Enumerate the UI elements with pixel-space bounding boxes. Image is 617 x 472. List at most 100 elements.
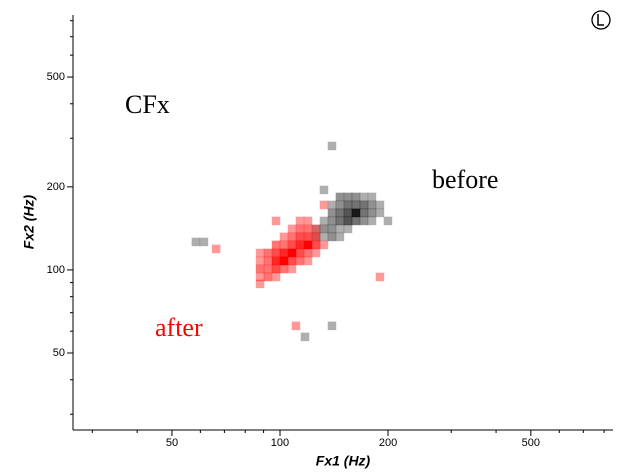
cell xyxy=(311,224,321,234)
cell xyxy=(319,224,329,234)
cell xyxy=(335,232,345,242)
cell xyxy=(287,240,297,250)
cell xyxy=(311,240,321,250)
cell xyxy=(295,256,305,266)
cell xyxy=(263,248,273,258)
cell xyxy=(319,232,329,242)
series-label: before xyxy=(432,165,498,194)
cell xyxy=(271,264,281,274)
cell xyxy=(291,321,301,331)
x-axis-label: Fx1 (Hz) xyxy=(316,453,371,469)
cell xyxy=(359,208,369,218)
cell xyxy=(263,272,273,282)
cell xyxy=(255,279,265,289)
x-tick-label: 500 xyxy=(522,437,540,449)
cell xyxy=(271,272,281,282)
cell xyxy=(383,216,393,226)
cell xyxy=(295,240,305,250)
y-axis-label: Fx2 (Hz) xyxy=(21,194,37,249)
cell xyxy=(287,232,297,242)
cell xyxy=(255,248,265,258)
y-tick-label: 200 xyxy=(47,181,65,193)
cell xyxy=(327,232,337,242)
cell xyxy=(327,200,337,210)
cell xyxy=(319,200,329,210)
x-tick-label: 200 xyxy=(379,437,397,449)
cell xyxy=(271,240,281,250)
cell xyxy=(351,216,361,226)
y-tick-label: 100 xyxy=(47,264,65,276)
cell xyxy=(295,224,305,234)
logo-icon xyxy=(591,10,611,30)
cell xyxy=(311,248,321,258)
cell xyxy=(255,256,265,266)
y-tick-label: 50 xyxy=(53,347,65,359)
cell xyxy=(199,237,209,247)
cell xyxy=(343,216,353,226)
cell xyxy=(319,240,329,250)
cell xyxy=(327,208,337,218)
cell xyxy=(351,200,361,210)
cell xyxy=(271,248,281,258)
cell xyxy=(343,200,353,210)
cell xyxy=(303,224,313,234)
y-tick-label: 500 xyxy=(47,71,65,83)
cell xyxy=(367,200,377,210)
x-tick-label: 50 xyxy=(166,437,178,449)
cell xyxy=(311,232,321,242)
cell xyxy=(303,248,313,258)
cell xyxy=(367,192,377,202)
cell xyxy=(375,208,385,218)
cell xyxy=(255,272,265,282)
cell xyxy=(303,256,313,266)
cell xyxy=(303,216,313,226)
cell xyxy=(335,208,345,218)
cell xyxy=(359,200,369,210)
cell xyxy=(263,264,273,274)
cell xyxy=(279,232,289,242)
cell xyxy=(295,248,305,258)
cell xyxy=(327,141,337,151)
cell xyxy=(287,224,297,234)
cell xyxy=(351,192,361,202)
cell xyxy=(351,208,361,218)
cell xyxy=(367,208,377,218)
cell xyxy=(287,256,297,266)
cell xyxy=(295,216,305,226)
cell xyxy=(303,232,313,242)
x-tick-label: 100 xyxy=(271,437,289,449)
cell xyxy=(343,208,353,218)
cell xyxy=(255,264,265,274)
series-label: after xyxy=(155,313,203,342)
cell xyxy=(319,185,329,195)
cell xyxy=(359,216,369,226)
cell xyxy=(300,332,310,342)
cell xyxy=(319,216,329,226)
cell xyxy=(327,321,337,331)
cell xyxy=(287,248,297,258)
cell xyxy=(263,256,273,266)
cell xyxy=(311,224,321,234)
cell xyxy=(279,248,289,258)
cell xyxy=(191,237,201,247)
cell xyxy=(271,216,281,226)
cell xyxy=(335,200,345,210)
cell xyxy=(359,192,369,202)
cell xyxy=(367,216,377,226)
cell xyxy=(295,232,305,242)
cell xyxy=(271,256,281,266)
annotation: CFx xyxy=(125,90,170,119)
cell xyxy=(335,216,345,226)
cell xyxy=(211,244,221,254)
cell xyxy=(279,240,289,250)
cell xyxy=(343,192,353,202)
cell xyxy=(375,272,385,282)
cell xyxy=(279,256,289,266)
cell xyxy=(343,224,353,234)
cell xyxy=(303,240,313,250)
cell xyxy=(327,216,337,226)
cell xyxy=(335,192,345,202)
cell xyxy=(335,224,345,234)
cell xyxy=(287,264,297,274)
